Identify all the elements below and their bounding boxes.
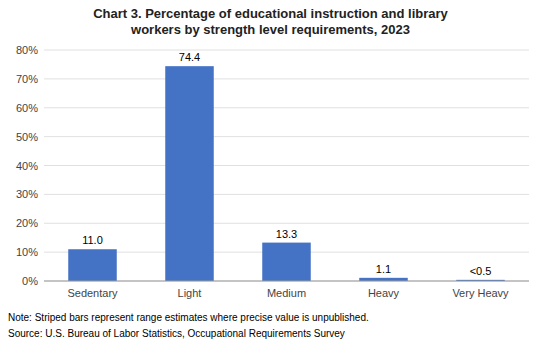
y-tick-label: 40%	[16, 160, 38, 172]
y-tick-label: 80%	[16, 44, 38, 56]
x-tick-label: Light	[178, 287, 202, 299]
bar	[262, 243, 311, 281]
data-label: 1.1	[376, 263, 391, 275]
bar	[165, 66, 214, 281]
grid-line	[44, 50, 529, 51]
grid-line	[44, 281, 529, 282]
y-tick-label: 10%	[16, 246, 38, 258]
data-label: 74.4	[179, 51, 200, 63]
y-tick-label: 20%	[16, 217, 38, 229]
note: Note: Striped bars represent range estim…	[8, 312, 369, 323]
grid-line	[44, 165, 529, 166]
y-tick-label: 70%	[16, 73, 38, 85]
x-axis-line	[44, 281, 529, 282]
bars	[68, 66, 505, 281]
y-tick-label: 30%	[16, 188, 38, 200]
grid-line	[44, 194, 529, 195]
grid-line	[44, 107, 529, 108]
y-tick-label: 0%	[22, 275, 38, 287]
grid-line	[44, 223, 529, 224]
x-tick-label: Medium	[267, 287, 306, 299]
title: Chart 3. Percentage of educational instr…	[93, 6, 448, 37]
y-axis: 0% 10% 20% 30% 40% 50% 60% 70% 80%	[16, 44, 529, 287]
y-tick-label: 60%	[16, 102, 38, 114]
note: Source: U.S. Bureau of Labor Statistics,…	[8, 328, 345, 339]
x-tick-label: Heavy	[368, 287, 400, 299]
chart: Chart 3. Percentage of educational instr…	[0, 0, 541, 345]
data-label: 13.3	[276, 228, 297, 240]
grid-line	[44, 136, 529, 137]
data-label: 11.0	[82, 234, 103, 246]
data-label: <0.5	[470, 265, 492, 277]
y-tick-label: 50%	[16, 131, 38, 143]
x-tick-label: Very Heavy	[452, 287, 509, 299]
x-tick-label: Sedentary	[67, 287, 118, 299]
bar	[68, 249, 117, 281]
grid-line	[44, 78, 529, 79]
